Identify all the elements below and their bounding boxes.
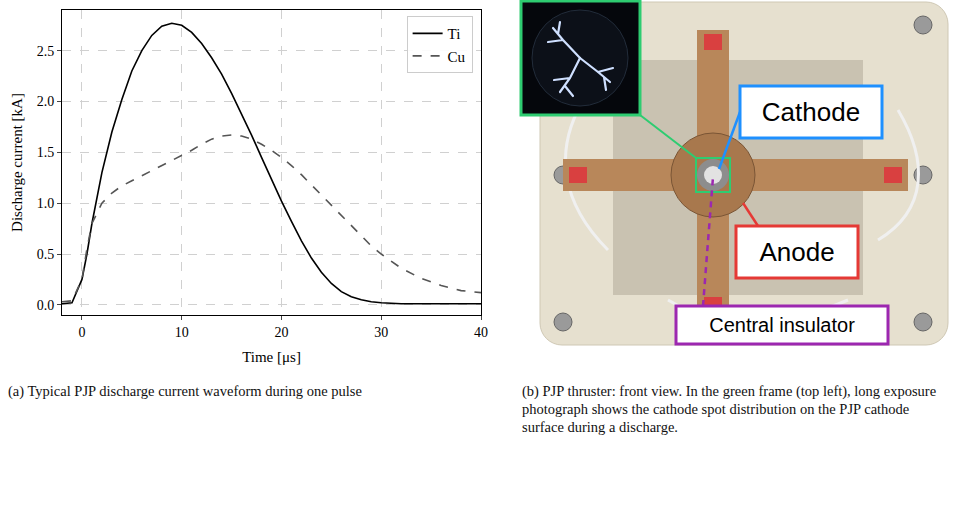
svg-text:0: 0 <box>78 325 85 340</box>
html-text:(b) PJP thruster: front view.: (b) PJP thruster: front view. In the gre… <box>522 383 937 435</box>
html-text:(a) Typical PJP discharge curr: (a) Typical PJP discharge current wavefo… <box>8 383 362 399</box>
svg-text:1.5: 1.5 <box>37 145 55 160</box>
svg-text:20: 20 <box>274 325 288 340</box>
svg-text:30: 30 <box>374 325 388 340</box>
svg-text:10: 10 <box>175 325 189 340</box>
svg-text:Anode: Anode <box>759 237 834 267</box>
svg-text:2.5: 2.5 <box>37 44 55 59</box>
svg-text:0.0: 0.0 <box>37 298 55 313</box>
svg-text:0.5: 0.5 <box>37 247 55 262</box>
svg-text:Cu: Cu <box>448 49 466 65</box>
svg-text:1.0: 1.0 <box>37 196 55 211</box>
svg-text:Central insulator: Central insulator <box>709 314 855 336</box>
svg-text:Ti: Ti <box>448 26 461 42</box>
svg-text:Discharge current [kA]: Discharge current [kA] <box>9 93 25 232</box>
svg-text:40: 40 <box>474 325 488 340</box>
svg-text:2.0: 2.0 <box>37 94 55 109</box>
svg-text:Time [μs]: Time [μs] <box>242 349 301 365</box>
svg-text:Cathode: Cathode <box>762 97 860 127</box>
